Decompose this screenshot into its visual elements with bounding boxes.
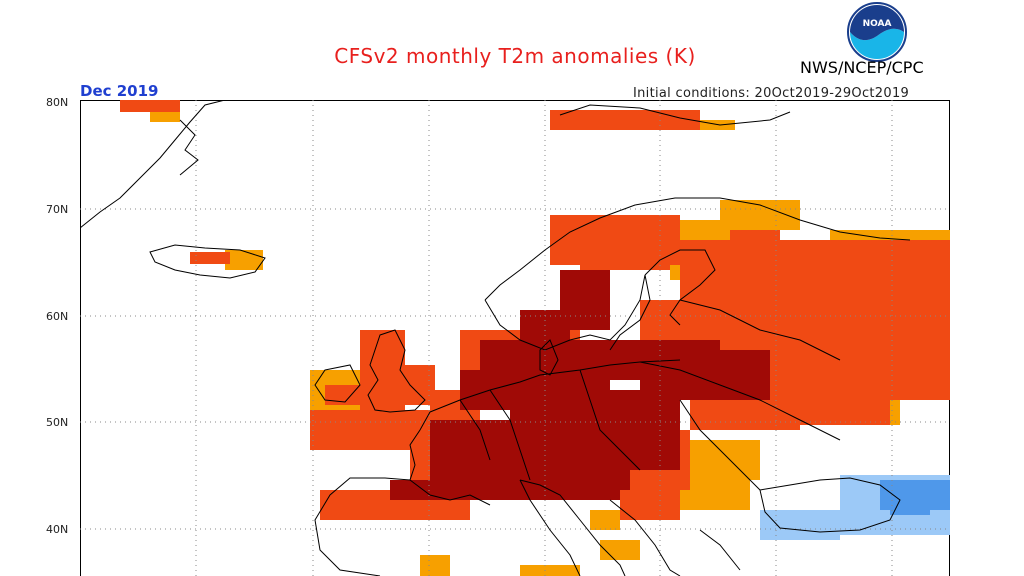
anomaly-map: [80, 100, 950, 576]
lat-label-40n: 40N: [46, 523, 69, 536]
noaa-logo: NOAA: [847, 2, 907, 62]
initial-conditions: Initial conditions: 20Oct2019-29Oct2019: [633, 86, 910, 101]
anomaly-band-plus2: [120, 100, 950, 520]
svg-text:NOAA: NOAA: [863, 19, 892, 29]
lat-label-50n: 50N: [46, 416, 69, 429]
coastlines: [80, 100, 911, 576]
lat-label-80n: 80N: [46, 96, 69, 109]
map-title: CFSv2 monthly T2m anomalies (K): [334, 44, 696, 68]
anomaly-band-minus2: [880, 480, 950, 515]
anomaly-band-plus3: [390, 270, 770, 500]
agency-label: NWS/NCEP/CPC: [800, 58, 924, 77]
forecast-month: Dec 2019: [80, 82, 159, 100]
lat-label-70n: 70N: [46, 203, 69, 216]
lat-label-60n: 60N: [46, 310, 69, 323]
